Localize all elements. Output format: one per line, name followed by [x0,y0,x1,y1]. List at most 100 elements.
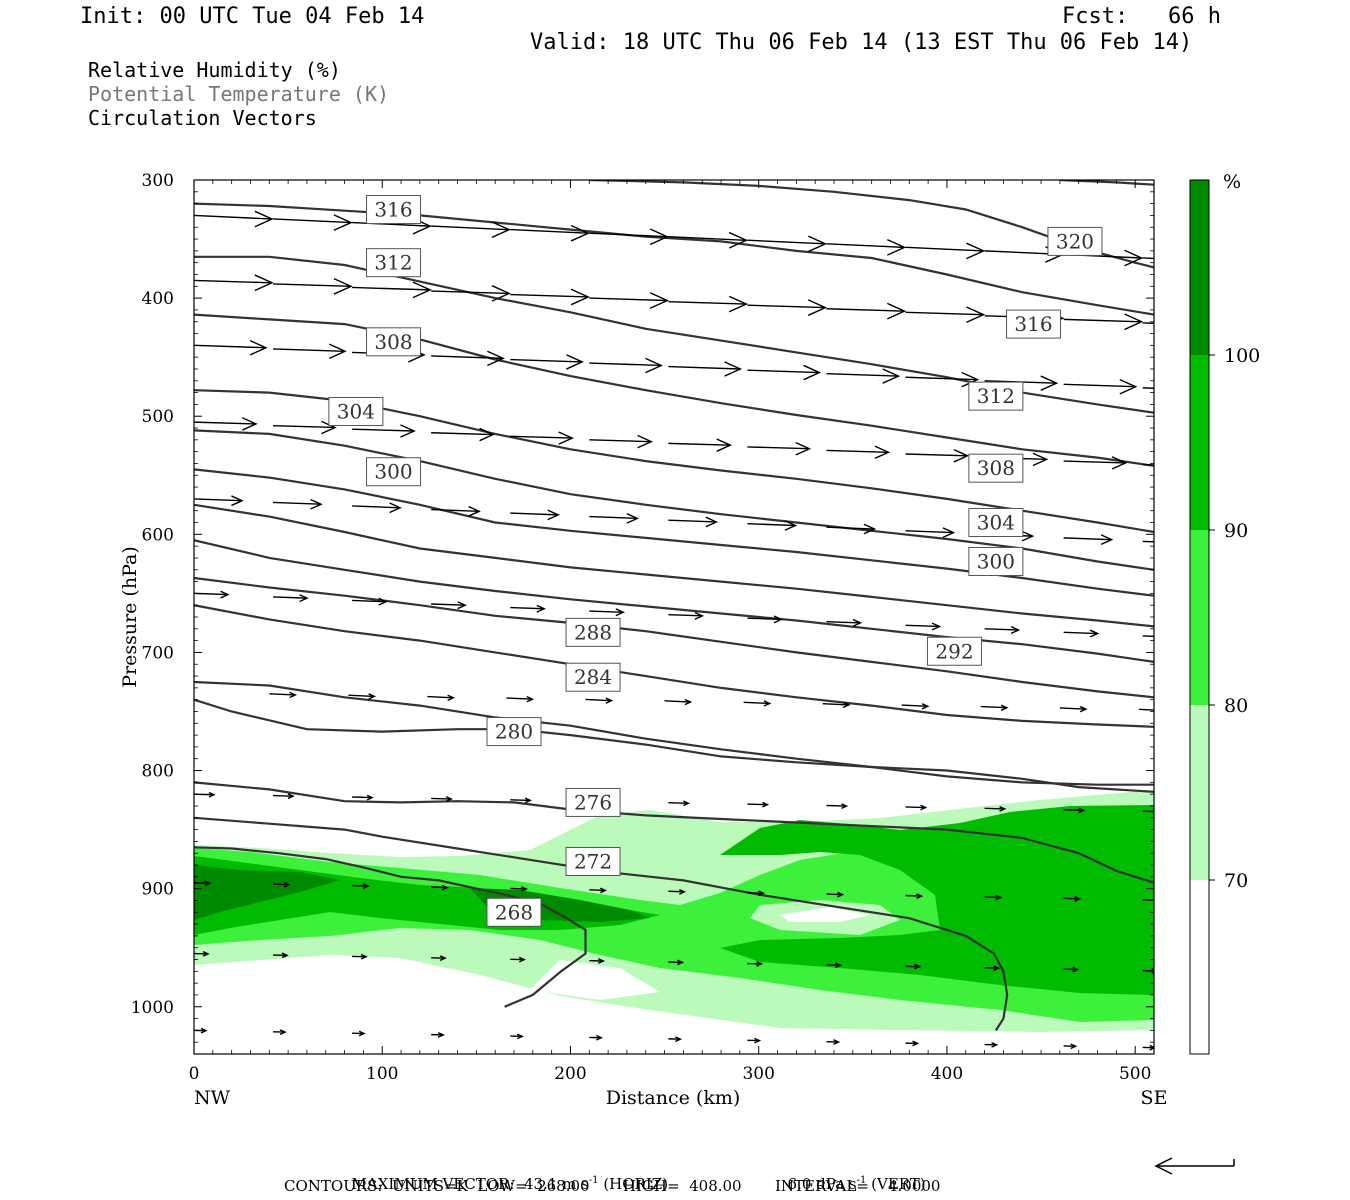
rh-90-100-region-east [720,805,1154,995]
max-horiz-exponent: -1 [588,1175,599,1186]
vector-head [516,1033,524,1040]
contour-label-box [366,457,422,487]
vector-head [807,235,828,253]
theta-contour-284 [194,680,1154,786]
vector-shaft [826,449,889,453]
vector-shaft [905,806,926,809]
vector-head [1111,456,1128,470]
contour-label-box [968,546,1024,576]
vector-shaft [431,290,510,295]
vector-head [249,339,268,356]
vector-head [887,239,907,256]
vector-shaft [589,439,652,443]
vector-head [1119,378,1138,395]
vector-shaft [510,512,559,516]
vector-head [287,793,295,800]
vector-shaft [747,239,826,245]
vector-head [763,700,772,707]
x-tick-label-200: 200 [554,1064,586,1084]
theta-contour-268 [194,846,587,1008]
vector-shaft [510,887,527,890]
contour-label-288: 288 [574,620,612,644]
vector-head [615,608,625,617]
vector-head [841,803,849,809]
vector-head [679,888,687,895]
contour-label-304: 304 [337,399,375,423]
vector-head [887,302,907,320]
vector-shaft [747,369,820,374]
contour-label-box [366,327,422,357]
theta-contour-296 [194,539,1154,663]
vector-head [728,231,749,249]
vector-shaft [194,421,257,425]
vector-head [439,955,447,962]
x-tick-label-300: 300 [742,1064,774,1084]
contour-label-box [565,846,621,876]
vector-head [596,1034,603,1041]
vector-head [447,694,456,702]
vector-head [1010,626,1021,635]
vector-shaft [747,304,826,309]
vector-head [358,1030,366,1037]
vector-shaft [1138,708,1154,711]
vector-shaft [668,300,747,305]
vector-head [487,350,505,367]
vector-shaft [905,624,940,628]
vector-shaft [668,519,717,523]
vector-head [289,691,297,699]
contour-label-308: 308 [374,330,412,354]
vector-shaft [431,603,466,606]
vector-shaft [585,698,612,702]
vector-head [479,427,495,442]
vector-shaft [984,628,1019,631]
circulation-vectors [194,210,1176,1051]
vector-head [524,797,532,804]
vector-head [389,502,402,514]
vector-shaft [510,228,589,234]
vector-shaft [589,610,624,613]
vector-shaft [431,797,452,800]
vector-shaft [352,286,431,291]
vector-shaft [826,243,905,249]
vector-head [953,449,970,463]
vector-shaft [273,883,290,886]
vector-shaft [668,365,741,370]
y-tick-label-600: 600 [142,525,174,545]
vector-head [1169,634,1176,641]
vector-shaft [510,358,583,363]
footer-max-vert: 6.0 dPa s-1 (VERT) [778,1157,926,1193]
vector-shaft [510,799,531,802]
contour-label-312: 312 [977,384,1015,408]
vector-head [931,622,942,631]
vector-head [520,886,528,892]
vector-head [242,417,258,431]
y-tick-label-300: 300 [142,171,174,191]
vector-shaft [589,515,638,520]
colorbar-bin-90-100 [1190,355,1209,530]
vector-head [874,445,891,460]
vector-head [961,371,980,388]
reference-vector-arrow [1154,1157,1235,1175]
vector-head [254,274,274,292]
vector-head [684,698,693,706]
vector-shaft [273,218,352,224]
vector-shaft [980,705,1007,709]
legend-potential-temperature: Potential Temperature (K) [88,82,390,106]
vector-shaft [1142,810,1154,813]
vector-head [547,509,560,521]
vector-head [754,1037,762,1044]
vector-head [299,594,309,603]
vector-head [1089,629,1100,638]
vector-head [683,800,691,807]
vector-shaft [668,442,731,446]
contour-label-280: 280 [495,720,533,744]
vector-head [649,292,669,309]
vector-shaft [352,505,401,509]
contour-label-box [486,717,542,747]
contour-label-292: 292 [935,639,973,663]
vector-head [914,963,922,970]
vector-head [762,801,770,808]
vector-head [784,520,798,531]
vector-shaft [905,453,968,457]
contour-label-box [486,897,542,927]
